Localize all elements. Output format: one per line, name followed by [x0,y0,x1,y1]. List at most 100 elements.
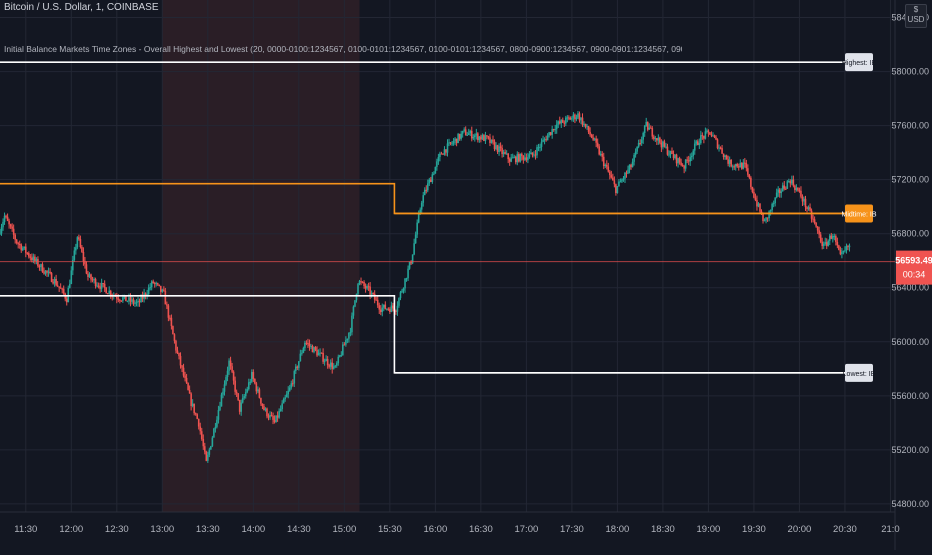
candle-body [484,135,487,141]
grid-lines [0,0,896,550]
candle-body [72,259,74,271]
candle-body [103,283,106,288]
candle-body [378,305,381,310]
candle-body [302,347,305,353]
candle-body [219,406,221,411]
last-price-value: 56593.49 [895,256,932,266]
candle-body [329,362,332,367]
candle-body [247,382,250,390]
candle-body [656,138,658,141]
candle-body [718,147,720,149]
last-price-countdown: 00:34 [903,270,926,280]
candle-body [527,157,529,161]
candle-body [91,279,94,281]
candle-body [792,179,795,186]
candle-body [11,226,13,229]
candle-body [254,378,256,384]
candle-body [173,334,176,341]
currency-badge[interactable]: $ USD [905,4,927,28]
candle-body [765,217,767,221]
candle-body [636,146,638,152]
candle-body [376,299,379,306]
candle-body [566,117,569,119]
candle-body [345,340,347,345]
candle-body [367,286,370,288]
candle-body [698,143,701,145]
candle-body [490,139,493,143]
candle-body [472,137,475,139]
candle-body [20,244,23,251]
candle-body [742,162,745,169]
candle-body [555,124,558,130]
candle-body [557,121,560,125]
indicator-title[interactable]: Initial Balance Markets Time Zones - Ove… [4,44,682,54]
candle-body [724,155,726,158]
candle-body [700,135,702,144]
candle-body [828,235,831,241]
candle-body [85,264,88,274]
candle-body [549,132,552,135]
candle-body [193,403,195,414]
candle-body [766,217,769,219]
candle-body [178,352,180,357]
candle-body [542,139,544,142]
candle-body [586,126,588,128]
time-tick-label: 16:30 [469,524,493,535]
candle-body [56,285,59,287]
time-tick-label: 13:30 [196,524,220,535]
candle-body [619,181,622,183]
candle-body [348,332,350,339]
time-tick-label: 20:30 [833,524,857,535]
candle-body [540,141,543,147]
candle-body [94,279,97,287]
candle-body [616,186,619,194]
time-tick-label: 15:00 [332,524,356,535]
candle-body [338,355,341,357]
candle-body [634,151,637,155]
candle-body [448,142,450,144]
candle-body [82,251,85,262]
candle-body [135,302,138,304]
candle-body [434,166,437,174]
candle-body [810,210,813,219]
candle-body [128,297,130,301]
candle-body [411,254,414,264]
candle-body [683,166,685,169]
symbol-title[interactable]: Bitcoin / U.S. Dollar, 1, COINBASE [4,2,159,13]
candle-body [499,146,502,148]
candle-body [496,145,499,152]
candle-body [537,147,540,149]
candle-body [504,152,506,154]
candle-body [663,141,666,147]
candle-body [2,221,4,228]
candle-body [23,246,26,249]
candle-body [106,293,109,295]
candle-body [251,372,253,382]
candle-body [721,148,723,154]
candle-body [156,283,159,285]
candle-body [692,150,695,156]
candle-body [241,397,244,403]
candle-body [213,428,215,438]
candle-body [748,174,751,178]
candle-body [58,286,60,288]
candle-body [740,162,743,169]
candle-body [153,282,156,284]
candle-body [786,181,789,189]
candle-body [5,215,7,217]
time-tick-label: 15:30 [378,524,402,535]
candle-body [804,198,807,208]
candle-body [610,175,613,178]
candle-body [34,256,36,261]
candle-body [96,285,98,287]
candle-body [560,119,563,124]
candle-body [295,366,297,372]
candle-body [363,282,365,287]
candle-body [351,315,353,333]
candle-body [621,179,623,182]
candle-body [144,293,147,296]
candle-body [31,257,33,261]
candle-body [207,454,209,461]
